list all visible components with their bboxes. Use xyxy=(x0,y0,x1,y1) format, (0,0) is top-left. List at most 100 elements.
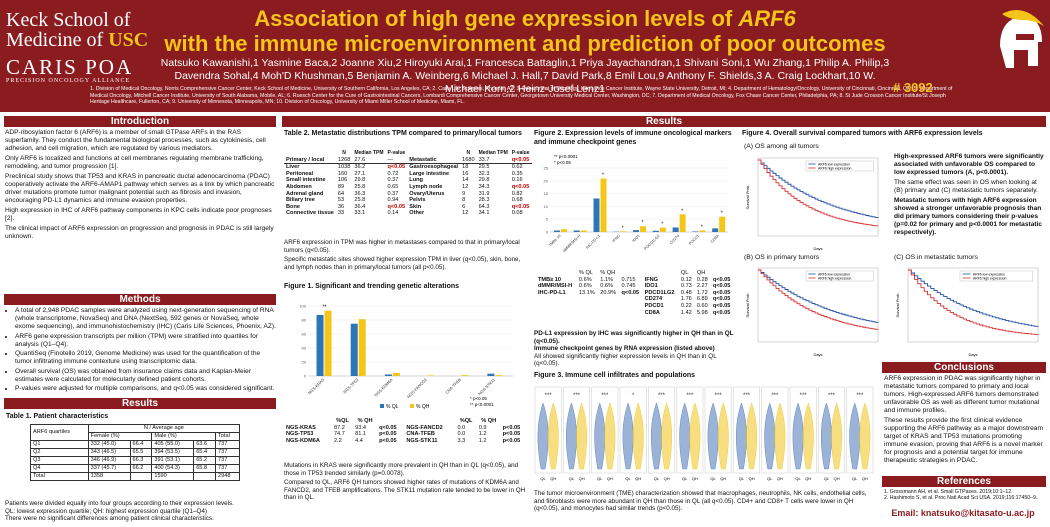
t2-cell: 25.8 xyxy=(354,183,366,190)
figure2-title: Figure 2. Expression levels of immune on… xyxy=(534,130,732,146)
t2-cell: Abdomen xyxy=(286,183,312,190)
f1-cell: CNA-TFEB xyxy=(406,431,435,438)
t2-cell: Other xyxy=(409,210,425,217)
t1-row: Q3 346 (46.9) 66.3 391 (53.1) 65.2 737 xyxy=(30,456,240,465)
f1-bar-qh xyxy=(461,375,469,376)
f1-legend-swatch-qh xyxy=(410,404,414,408)
t1-cell: 737 xyxy=(215,456,240,465)
t2-cell: 0.37 xyxy=(387,177,399,184)
km-legend-box xyxy=(805,160,874,172)
f2-cell: 0.60 xyxy=(696,302,708,309)
t1-row: Q2 343 (46.5) 65.5 394 (53.5) 65.4 737 xyxy=(30,448,240,457)
f1-cell: 3.3 xyxy=(457,437,466,444)
t1-cell: 737 xyxy=(215,464,240,473)
f1-cell: q<0.05 xyxy=(379,424,397,431)
f2-cell xyxy=(536,310,577,317)
f2-bar-qh xyxy=(560,229,567,232)
header-banner: Keck School of Medicine of USC CARIS POA… xyxy=(0,0,1050,112)
results-left-heading: Results xyxy=(4,398,276,409)
t1-cell: 400 (54.3) xyxy=(151,464,195,473)
f1-cell: 0.0 xyxy=(457,424,466,431)
km-frame xyxy=(757,157,879,237)
usc-wordmark: USC xyxy=(108,29,149,51)
method-item: A total of 2,948 PDAC samples were analy… xyxy=(15,307,276,331)
t2-cell: 31.9 xyxy=(478,190,490,197)
t2-cell: Ovary/Uterus xyxy=(409,190,445,197)
f3-group-label: QL xyxy=(625,476,631,481)
figure4-text: High-expressed ARF6 tumors were signific… xyxy=(894,153,1044,239)
f2-cell: 0.48 xyxy=(680,289,692,296)
t1-header: N / Average age xyxy=(87,424,241,433)
f2-category-label: CD8A xyxy=(710,234,720,244)
f1-col xyxy=(404,418,455,425)
f3-violin-ql xyxy=(764,402,776,470)
f3-group-label: QH xyxy=(862,476,868,481)
t1-subheader: Male (%) xyxy=(151,432,216,441)
t2-row: Peritoneal 160 27.1 0.72 Large intestine 16 32… xyxy=(284,171,532,178)
f1-cell: 74.7 xyxy=(333,431,345,438)
figure1-captions: Mutations in KRAS were significantly mor… xyxy=(284,462,528,504)
t2-cell: Lung xyxy=(409,177,423,184)
t2-cell: 36.3 xyxy=(354,190,366,197)
f1-pnote: * p<0.05 xyxy=(470,396,487,401)
f2-cell: IDO1 xyxy=(644,283,658,290)
f2-cell: 5.98 xyxy=(696,309,708,316)
t1-cell: 1358 xyxy=(87,472,131,481)
f1-legend-swatch-ql xyxy=(380,404,384,408)
f2-cell xyxy=(598,303,619,310)
f3-sig-mark: *** xyxy=(545,393,553,399)
km-legend-high: ARF6 high expression xyxy=(818,166,851,170)
f2-sig-mark: * xyxy=(721,211,723,217)
f3-sig-mark: *** xyxy=(743,393,751,399)
f1-category-label: NGS-KRAS xyxy=(307,377,326,396)
f3-panel xyxy=(619,386,647,474)
references-list: 1. Grossmann AH, et al. Small GTPases. 2… xyxy=(884,489,1044,502)
f2-tick-label: 20 xyxy=(544,178,549,183)
t2-cell: 0.72 xyxy=(387,170,399,177)
t2-row: Bone 36 36.4 q<0.05 Skin 6 64.3 q<0.05 xyxy=(284,204,532,211)
t2-cell: 27.1 xyxy=(354,170,366,177)
km-frame xyxy=(757,267,879,343)
f1-category-label: NGS-FANCD2 xyxy=(406,377,428,399)
km-curve-low xyxy=(758,269,879,323)
t2-cell: Large intestine xyxy=(409,170,450,177)
f3-violin-qh xyxy=(632,402,644,470)
f1-cell: 2.2 xyxy=(333,437,342,444)
t2-cell: 25.8 xyxy=(354,197,366,204)
f2-cell: PDCD1 xyxy=(644,302,664,309)
t2-cell: 53 xyxy=(337,197,345,204)
f1-category-label: CNA-TFEB xyxy=(444,377,462,395)
conclusion-p1: ARF6 expression in PDAC was significantl… xyxy=(884,375,1041,414)
f3-group-label: QH xyxy=(550,476,556,481)
t2-cell: 33.7 xyxy=(476,156,510,165)
f2-cell: 20.9% xyxy=(600,289,617,296)
results-heading: Results xyxy=(282,116,1046,127)
f1-legend-ql: % QL xyxy=(386,404,399,410)
f1-col xyxy=(377,418,404,425)
t1-header: ARF6 quartiles xyxy=(30,424,89,441)
t1-cell: 391 (53.1) xyxy=(151,456,195,465)
f2-tick-label: 0 xyxy=(546,230,549,235)
table1-notes: Patients were divided equally into four … xyxy=(5,500,277,523)
f2-cell xyxy=(620,303,643,310)
t2-cell: q<0.05 xyxy=(511,203,530,210)
f1-category-label: NGS-TP53 xyxy=(342,377,360,395)
f1-row: NGS-KDM6A 2.2 4.4 p<0.05 NGS-STK11 3.3 1.2 p<0.… xyxy=(284,438,528,445)
f2-cell: 6.89 xyxy=(696,296,708,303)
f3-sig-mark: *** xyxy=(800,393,808,399)
f3-panel xyxy=(534,386,562,474)
f2-bar-qh xyxy=(679,214,686,232)
f3-violin-ql xyxy=(651,402,662,470)
title-part-b: with the immune microenvironment and pre… xyxy=(164,31,886,56)
t2-cell: Lymph node xyxy=(409,183,443,190)
title-part-a: Association of high gene expression leve… xyxy=(254,6,739,31)
f2-cell: q<0.05 xyxy=(621,289,640,296)
contact-email[interactable]: Email: knatsuko@kitasato-u.ac.jp xyxy=(891,508,1035,518)
f2-row: CD8A 1.42 5.98 q<0.05 xyxy=(536,310,734,317)
f2-bar-qh xyxy=(699,230,706,232)
t2-col xyxy=(284,150,336,157)
km-xlabel: Days xyxy=(813,352,822,357)
f2-cell xyxy=(598,310,619,317)
t2-cell: 33.1 xyxy=(354,210,366,217)
f1-cell: 93.4 xyxy=(355,424,367,431)
